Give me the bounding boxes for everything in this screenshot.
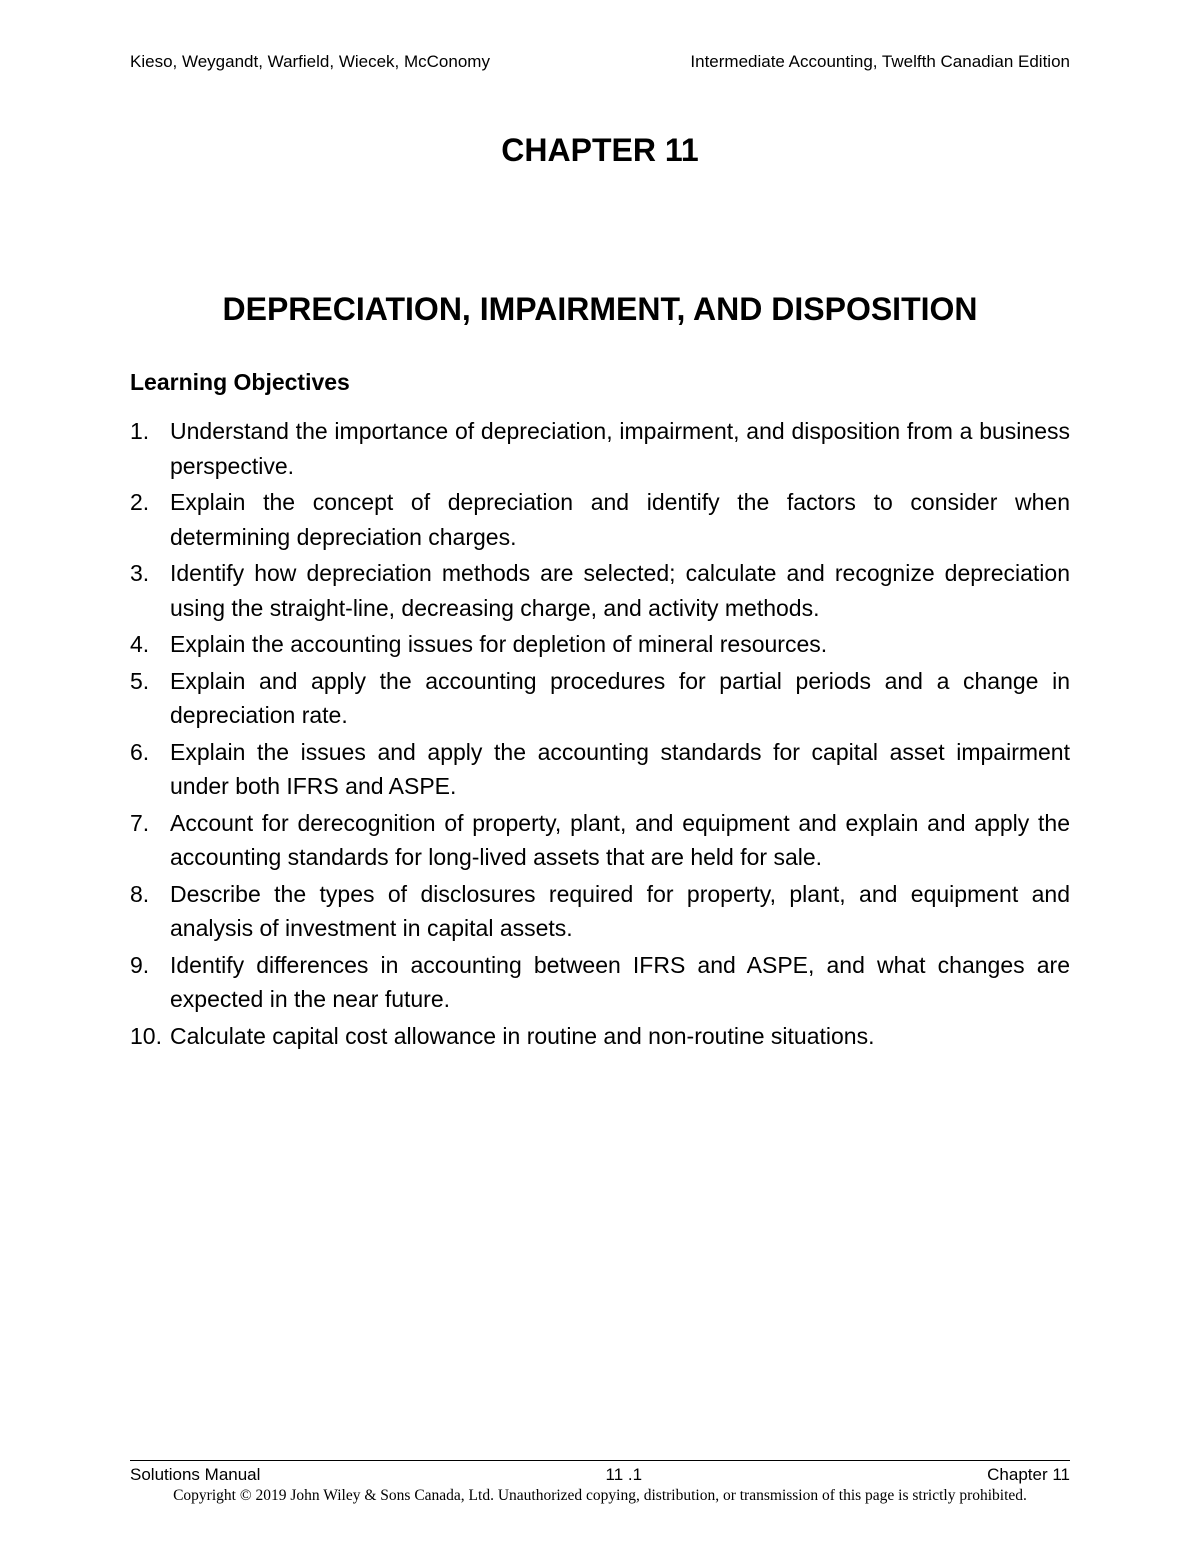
page-header: Kieso, Weygandt, Warfield, Wiecek, McCon… (130, 52, 1070, 72)
footer-copyright: Copyright © 2019 John Wiley & Sons Canad… (130, 1487, 1070, 1505)
list-item: Describe the types of disclosures requir… (130, 877, 1070, 946)
footer-right: Chapter 11 (987, 1465, 1070, 1485)
list-item: Calculate capital cost allowance in rout… (130, 1019, 1070, 1054)
section-heading: Learning Objectives (130, 369, 1070, 396)
footer-row: Solutions Manual 11 .1 Chapter 11 (130, 1465, 1070, 1485)
learning-objectives-list: Understand the importance of depreciatio… (130, 414, 1070, 1053)
list-item: Account for derecognition of property, p… (130, 806, 1070, 875)
footer-center: 11 .1 (606, 1465, 643, 1485)
list-item: Identify how depreciation methods are se… (130, 556, 1070, 625)
list-item: Understand the importance of depreciatio… (130, 414, 1070, 483)
list-item: Explain the accounting issues for deplet… (130, 627, 1070, 662)
chapter-title: DEPRECIATION, IMPAIRMENT, AND DISPOSITIO… (130, 289, 1070, 329)
footer-rule (130, 1460, 1070, 1461)
list-item: Explain the concept of depreciation and … (130, 485, 1070, 554)
list-item: Explain and apply the accounting procedu… (130, 664, 1070, 733)
header-left: Kieso, Weygandt, Warfield, Wiecek, McCon… (130, 52, 490, 72)
document-page: Kieso, Weygandt, Warfield, Wiecek, McCon… (0, 0, 1200, 1053)
footer-left: Solutions Manual (130, 1465, 260, 1485)
page-footer: Solutions Manual 11 .1 Chapter 11 Copyri… (130, 1460, 1070, 1505)
chapter-number: CHAPTER 11 (130, 132, 1070, 169)
list-item: Identify differences in accounting betwe… (130, 948, 1070, 1017)
header-right: Intermediate Accounting, Twelfth Canadia… (690, 52, 1070, 72)
list-item: Explain the issues and apply the account… (130, 735, 1070, 804)
